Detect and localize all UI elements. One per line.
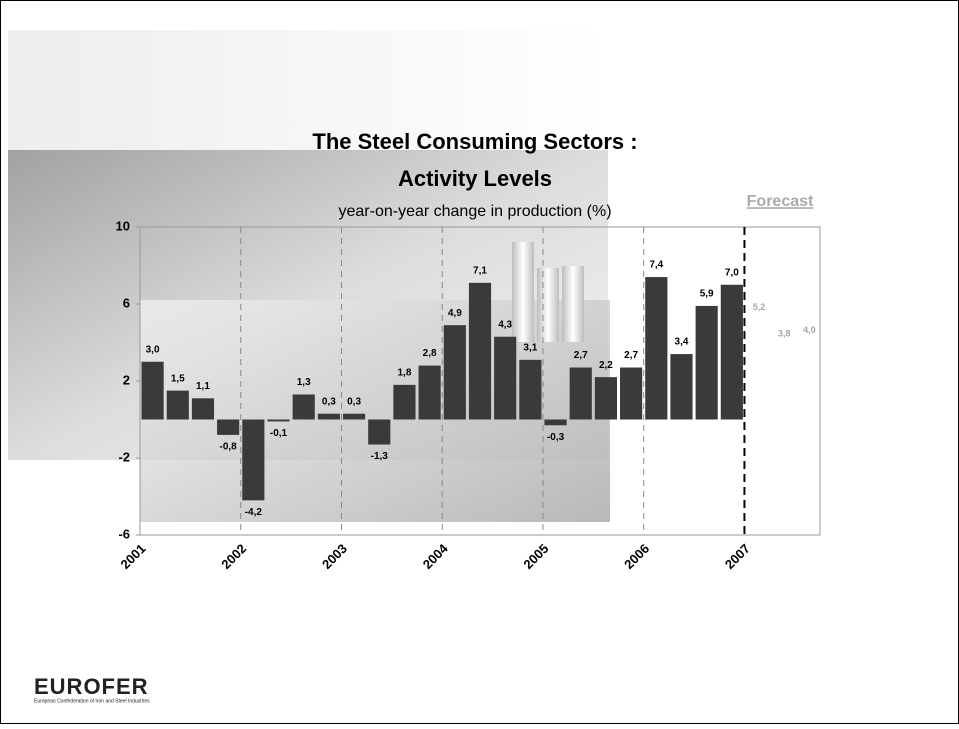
y-tick-label: -6	[118, 526, 130, 541]
bar	[191, 398, 215, 420]
chart-title: The Steel Consuming Sectors :	[312, 129, 637, 154]
logo-subtitle: European Confederation of Iron and Steel…	[34, 698, 150, 704]
value-label: -0,8	[220, 442, 238, 453]
y-tick-label: 6	[123, 295, 130, 310]
bar	[720, 284, 743, 420]
value-label: -1,3	[371, 451, 389, 462]
value-label: 4,0	[803, 325, 816, 335]
value-label: 3,0	[146, 344, 160, 355]
y-tick-label: -2	[118, 449, 130, 464]
value-label: 7,1	[473, 265, 487, 276]
value-label: -0,3	[547, 432, 565, 443]
value-label: 5,9	[700, 289, 714, 300]
bar	[217, 419, 240, 435]
value-label: 7,4	[649, 260, 663, 271]
value-label: 2,2	[599, 360, 613, 371]
value-label: 4,3	[498, 319, 512, 330]
y-tick-label: 10	[116, 218, 130, 233]
value-label: 0,3	[347, 396, 361, 407]
bar	[317, 413, 340, 420]
decor	[537, 268, 559, 342]
bar	[166, 390, 189, 420]
bar	[292, 394, 315, 420]
bar	[594, 377, 618, 420]
bar	[418, 365, 441, 420]
value-label: 3,1	[523, 342, 537, 353]
decor	[8, 30, 608, 150]
bar	[443, 325, 466, 420]
bar	[569, 367, 592, 420]
bar	[519, 359, 542, 420]
y-tick-label: 2	[123, 372, 130, 387]
bar	[494, 336, 517, 420]
value-label: 1,1	[196, 381, 210, 392]
bar	[645, 277, 668, 420]
chart-title: Activity Levels	[398, 166, 552, 191]
value-label: 1,8	[397, 367, 411, 378]
bar	[670, 354, 693, 420]
value-label: 2,7	[624, 350, 638, 361]
bar	[544, 419, 567, 426]
value-label: 7,0	[725, 267, 739, 278]
value-label: 0,3	[322, 396, 336, 407]
value-label: 5,2	[753, 302, 766, 312]
bar	[242, 419, 265, 501]
value-label: -0,1	[270, 428, 288, 439]
forecast-annotation: Forecast	[747, 193, 814, 210]
logo: EUROFER	[34, 674, 149, 699]
value-label: 2,8	[423, 348, 437, 359]
bar	[368, 419, 391, 445]
value-label: 1,5	[171, 373, 185, 384]
bar	[468, 282, 492, 420]
value-label: 2,7	[574, 350, 588, 361]
value-label: 3,4	[675, 337, 689, 348]
decor	[512, 242, 534, 342]
bar	[141, 361, 164, 420]
bar	[267, 419, 290, 422]
bar	[393, 384, 416, 420]
chart-subtitle: year-on-year change in production (%)	[338, 203, 611, 220]
bar	[620, 367, 643, 420]
bar	[342, 413, 366, 420]
value-label: 1,3	[297, 377, 311, 388]
value-label: 3,8	[778, 329, 791, 339]
value-label: -4,2	[245, 507, 263, 518]
bar	[695, 305, 718, 420]
value-label: 4,9	[448, 308, 462, 319]
decor	[562, 266, 584, 342]
